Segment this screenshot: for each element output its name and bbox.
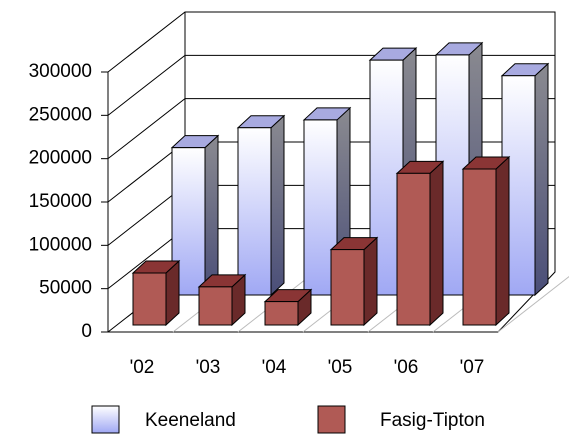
x-tick-label: '05 xyxy=(328,357,353,378)
y-tick-label: 100000 xyxy=(29,234,92,255)
grid-line xyxy=(107,98,555,160)
bar xyxy=(396,172,431,326)
bar-side xyxy=(534,62,549,297)
bar-side xyxy=(495,155,510,327)
x-tick-label: '07 xyxy=(460,357,485,378)
bar xyxy=(264,301,299,326)
bar xyxy=(237,127,272,296)
legend-swatch xyxy=(317,405,346,434)
legend-label: Fasig-Tipton xyxy=(380,410,485,431)
y-tick-label: 250000 xyxy=(29,104,92,125)
y-tick-label: 200000 xyxy=(29,148,92,169)
y-tick-label: 50000 xyxy=(39,278,92,299)
y-tick-label: 0 xyxy=(81,321,92,342)
bar-side xyxy=(429,160,444,327)
x-tick-label: '03 xyxy=(196,357,221,378)
bar xyxy=(330,249,365,326)
bar xyxy=(462,168,497,326)
legend-swatch xyxy=(91,405,120,434)
bar-side xyxy=(363,236,378,327)
bar-side xyxy=(204,134,219,297)
x-tick-label: '06 xyxy=(394,357,419,378)
y-tick-label: 150000 xyxy=(29,191,92,212)
legend-label: Keeneland xyxy=(145,410,236,431)
x-tick-label: '02 xyxy=(130,357,155,378)
x-tick-label: '04 xyxy=(262,357,287,378)
bar xyxy=(198,286,233,326)
grid-line xyxy=(107,11,555,73)
bar xyxy=(132,272,167,326)
floor-line xyxy=(497,276,569,333)
grid-line xyxy=(107,54,555,116)
bar-side xyxy=(270,114,285,297)
y-tick-label: 300000 xyxy=(29,61,92,82)
